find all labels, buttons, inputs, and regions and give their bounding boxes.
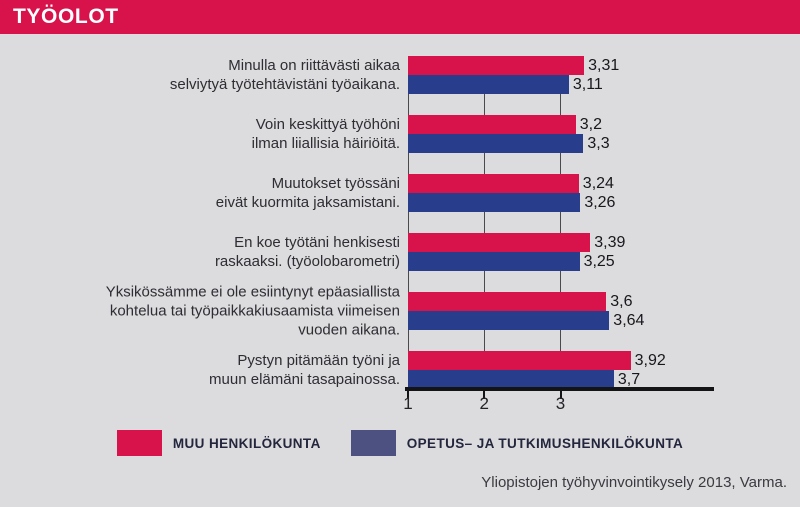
grid-line-2 bbox=[483, 56, 485, 387]
bar-series1-row5 bbox=[408, 292, 607, 311]
category-label-line: Pystyn pitämään työni ja bbox=[237, 352, 400, 369]
category-label-line: Voin keskittyä työhöni bbox=[255, 116, 400, 133]
bar-series1-row4 bbox=[408, 233, 591, 252]
grid-line-1 bbox=[407, 56, 409, 387]
legend-swatch-2 bbox=[350, 430, 396, 456]
category-label-line: vuoden aikana. bbox=[298, 321, 400, 339]
axis-tick-3 bbox=[559, 391, 562, 399]
bar-series1-row2 bbox=[408, 115, 576, 134]
bar-series1-row6 bbox=[408, 351, 631, 370]
bar-series2-row2 bbox=[408, 134, 584, 153]
bar-value-series1-row4: 3,39 bbox=[594, 233, 626, 251]
category-label-line: ilman liiallisia häiriöitä. bbox=[251, 135, 400, 152]
legend-item-2: OPETUS– JA TUTKIMUSHENKILÖKUNTA bbox=[350, 430, 684, 456]
bar-series2-row6 bbox=[408, 370, 614, 389]
bar-series2-row3 bbox=[408, 193, 581, 212]
legend-swatch-1 bbox=[116, 430, 162, 456]
x-tick-label-2: 2 bbox=[479, 394, 489, 413]
legend-label-1: MUU HENKILÖKUNTA bbox=[172, 435, 321, 451]
bar-value-series1-row5: 3,6 bbox=[610, 292, 633, 310]
category-label-line: En koe työtäni henkisesti bbox=[234, 234, 400, 251]
legend: MUU HENKILÖKUNTA OPETUS– JA TUTKIMUSHENKI… bbox=[0, 430, 800, 456]
bar-series1-row3 bbox=[408, 174, 579, 193]
category-label-line: raskaaksi. (työolobarometri) bbox=[214, 253, 400, 270]
bar-value-series2-row1: 3,11 bbox=[572, 75, 603, 93]
x-tick-label-1: 1 bbox=[403, 394, 413, 413]
grid-line-3 bbox=[560, 56, 561, 387]
category-label-line: selviytyä työtehtävistäni työaikana. bbox=[169, 76, 400, 93]
page-title: TYÖOLOT bbox=[13, 5, 119, 28]
category-label-5: Yksikössämme ei ole esiintynyt epäasiall… bbox=[0, 283, 400, 340]
x-axis-line bbox=[405, 387, 714, 391]
bar-value-series1-row6: 3,92 bbox=[634, 351, 666, 369]
title-bar: TYÖOLOT bbox=[0, 0, 800, 34]
bar-value-series1-row1: 3,31 bbox=[588, 56, 620, 74]
bar-value-series1-row3: 3,24 bbox=[582, 174, 614, 192]
bar-value-series2-row4: 3,25 bbox=[583, 252, 615, 270]
legend-label-2: OPETUS– JA TUTKIMUSHENKILÖKUNTA bbox=[406, 435, 684, 451]
bar-value-series2-row2: 3,3 bbox=[587, 134, 610, 152]
bar-series1-row1 bbox=[408, 56, 585, 75]
bar-value-series2-row6: 3,7 bbox=[617, 370, 641, 388]
bar-series2-row4 bbox=[408, 252, 580, 271]
category-label-4: En koe työtäni henkisesti raskaaksi. (työ… bbox=[0, 233, 400, 271]
bar-value-series2-row5: 3,64 bbox=[613, 311, 645, 329]
axis-tick-1 bbox=[407, 391, 409, 399]
category-label-line: kohtelua tai työpaikkakiusaamista viimei… bbox=[109, 302, 400, 320]
category-label-line: Yksikössämme ei ole esiintynyt epäasiall… bbox=[105, 283, 400, 301]
category-label-line: Minulla on riittävästi aikaa bbox=[228, 57, 400, 74]
legend-item-1: MUU HENKILÖKUNTA bbox=[116, 430, 321, 456]
bar-value-series2-row3: 3,26 bbox=[584, 193, 616, 211]
category-label-1: Minulla on riittävästi aikaa selviytyä ty… bbox=[0, 56, 400, 94]
x-tick-label-3: 3 bbox=[555, 394, 566, 413]
source-note: Yliopistojen työhyvinvointikysely 2013, … bbox=[481, 474, 787, 491]
bar-series2-row1 bbox=[408, 75, 569, 94]
axis-tick-2 bbox=[483, 391, 486, 399]
category-label-6: Pystyn pitämään työni ja muun elämäni tas… bbox=[0, 351, 400, 389]
category-label-line: eivät kuormita jaksamistani. bbox=[215, 194, 400, 211]
category-label-3: Muutokset työssäni eivät kuormita jaksami… bbox=[0, 174, 400, 212]
category-label-line: Muutokset työssäni bbox=[271, 175, 400, 192]
bar-series2-row5 bbox=[408, 311, 610, 330]
category-label-2: Voin keskittyä työhöni ilman liiallisia h… bbox=[0, 115, 400, 153]
bar-value-series1-row2: 3,2 bbox=[579, 115, 602, 133]
category-label-line: muun elämäni tasapainossa. bbox=[209, 371, 400, 388]
